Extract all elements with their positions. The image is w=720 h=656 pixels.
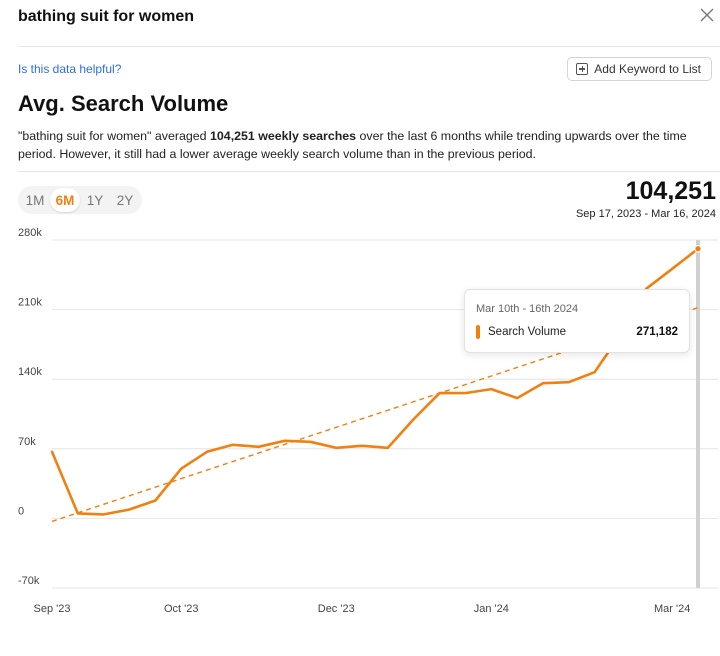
date-range: Sep 17, 2023 - Mar 16, 2024 <box>575 208 716 220</box>
x-tick-label: Sep '23 <box>34 603 71 615</box>
average-volume-value: 104,251 <box>625 177 716 205</box>
tooltip-series-label: Search Volume <box>488 326 566 338</box>
keyword-title: bathing suit for women <box>18 8 194 25</box>
data-helpful-link[interactable]: Is this data helpful? <box>18 62 122 76</box>
header: bathing suit for women <box>18 6 720 46</box>
header-divider <box>18 46 720 47</box>
plus-square-icon <box>576 63 589 75</box>
series-line-search-volume <box>50 247 700 516</box>
description-text-start: "bathing suit for women" averaged <box>18 129 211 143</box>
y-tick-label: -70k <box>18 575 40 587</box>
close-button[interactable] <box>698 6 716 24</box>
tab-2y[interactable]: 2Y <box>110 188 140 212</box>
description-text-end: over the last 6 months while trending up… <box>18 129 687 161</box>
range-tabs: 1M 6M 1Y 2Y <box>18 186 142 214</box>
tooltip-swatch <box>476 325 480 339</box>
x-tick-label: Dec '23 <box>318 603 355 615</box>
tab-6m[interactable]: 6M <box>50 188 80 212</box>
y-tick-label: 280k <box>18 227 42 239</box>
description: "bathing suit for women" averaged 104,25… <box>18 127 706 163</box>
grid-lines <box>52 239 718 589</box>
x-tick-label: Jan '24 <box>474 603 509 615</box>
y-tick-label: 140k <box>18 366 42 378</box>
x-tick-label: Mar '24 <box>654 603 690 615</box>
hover-band <box>696 240 700 588</box>
tab-1y[interactable]: 1Y <box>80 188 110 212</box>
y-tick-label: 210k <box>18 297 42 309</box>
section-title: Avg. Search Volume <box>18 91 229 116</box>
hover-point <box>694 244 702 253</box>
close-icon <box>700 8 714 22</box>
y-tick-label: 70k <box>18 436 36 448</box>
section-divider <box>18 171 720 172</box>
y-tick-label: 0 <box>18 505 24 517</box>
tooltip-date: Mar 10th - 16th 2024 <box>476 303 579 315</box>
x-tick-label: Oct '23 <box>164 603 199 615</box>
tooltip: Mar 10th - 16th 2024 Search Volume 271,1… <box>464 289 690 353</box>
y-axis-labels: -70k 0 70k 140k 210k 280k <box>18 227 42 587</box>
tooltip-value: 271,182 <box>636 326 678 338</box>
add-keyword-button[interactable]: Add Keyword to List <box>567 57 712 81</box>
x-axis-labels: Sep '23 Oct '23 Dec '23 Jan '24 Mar '24 <box>34 603 691 615</box>
search-volume-chart[interactable]: -70k 0 70k 140k 210k 280k Sep '23 Oct '23 Dec '… <box>0 225 720 625</box>
add-keyword-label: Add Keyword to List <box>594 62 701 76</box>
tab-1m[interactable]: 1M <box>20 188 50 212</box>
description-highlight: 104,251 weekly searches <box>210 129 357 143</box>
